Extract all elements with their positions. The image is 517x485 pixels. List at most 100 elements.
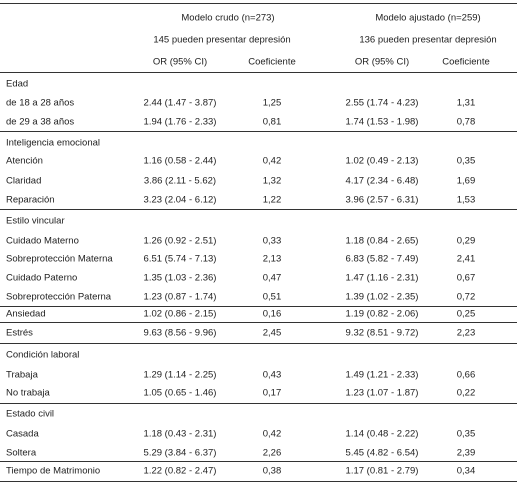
cell: 6.83 (5.82 - 7.49): [345, 253, 419, 265]
cell: 0,51: [262, 291, 282, 303]
cell: 1.14 (0.48 - 2.22): [345, 428, 419, 440]
cell: 2,41: [456, 253, 476, 265]
cell: 1.29 (1.14 - 2.25): [143, 369, 217, 381]
cell: 5.29 (3.84 - 6.37): [143, 447, 217, 459]
row-label: Cuidado Paterno: [6, 272, 78, 284]
cell: 0,29: [456, 235, 476, 247]
cell: 3.96 (2.57 - 6.31): [345, 194, 419, 206]
rule: [0, 131, 517, 132]
header-text: Modelo crudo (n=273): [181, 12, 275, 24]
cell: 2,45: [262, 327, 282, 339]
cell: 1.49 (1.21 - 2.33): [345, 369, 419, 381]
rule: [0, 322, 517, 323]
cell: 0,47: [262, 272, 282, 284]
cell: 1.18 (0.84 - 2.65): [345, 235, 419, 247]
cell: 1.18 (0.43 - 2.31): [143, 428, 217, 440]
cell: 1.17 (0.81 - 2.79): [345, 465, 419, 477]
column-header: OR (95% CI): [354, 56, 410, 68]
cell: 0,78: [456, 116, 476, 128]
row-label: Soltera: [6, 447, 37, 459]
cell: 0,17: [262, 387, 282, 399]
cell: 1.19 (0.82 - 2.06): [345, 308, 419, 320]
rule: [0, 306, 517, 307]
cell: 1.94 (1.76 - 2.33): [143, 116, 217, 128]
cell: 1,25: [262, 97, 282, 109]
column-header: Coeficiente: [442, 56, 490, 68]
cell: 2,39: [456, 447, 476, 459]
cell: 1,22: [262, 194, 282, 206]
rule: [0, 481, 517, 482]
cell: 1.02 (0.86 - 2.15): [143, 308, 217, 320]
row-label: No trabaja: [6, 387, 50, 399]
cell: 2,23: [456, 327, 476, 339]
cell: 0,81: [262, 116, 282, 128]
cell: 0,72: [456, 291, 476, 303]
header-text: Modelo ajustado (n=259): [375, 12, 481, 24]
column-header: Coeficiente: [248, 56, 296, 68]
row-label: Reparación: [6, 194, 55, 206]
cell: 1,53: [456, 194, 476, 206]
cell: 0,34: [456, 465, 476, 477]
cell: 3.23 (2.04 - 6.12): [143, 194, 217, 206]
cell: 1,32: [262, 175, 282, 187]
cell: 0,25: [456, 308, 476, 320]
cell: 6.51 (5.74 - 7.13): [143, 253, 217, 265]
cell: 0,16: [262, 308, 282, 320]
cell: 0,42: [262, 428, 282, 440]
row-label: Casada: [6, 428, 39, 440]
cell: 1.23 (0.87 - 1.74): [143, 291, 217, 303]
row-label: Ansiedad: [6, 308, 46, 320]
cell: 0,22: [456, 387, 476, 399]
cell: 0,66: [456, 369, 476, 381]
row-label: Trabaja: [6, 369, 38, 381]
cell: 9.63 (8.56 - 9.96): [143, 327, 217, 339]
cell: 1.74 (1.53 - 1.98): [345, 116, 419, 128]
cell: 0,38: [262, 465, 282, 477]
row-label: Cuidado Materno: [6, 235, 79, 247]
row-label: Atención: [6, 155, 43, 167]
cell: 0,35: [456, 428, 476, 440]
cell: 1.39 (1.02 - 2.35): [345, 291, 419, 303]
section-title: Condición laboral: [6, 349, 80, 361]
cell: 2,13: [262, 253, 282, 265]
cell: 9.32 (8.51 - 9.72): [345, 327, 419, 339]
section-title: Edad: [6, 78, 29, 90]
row-label: Claridad: [6, 175, 42, 187]
row-label: Sobreprotección Paterna: [6, 291, 112, 303]
row-label: Tiempo de Matrimonio: [6, 465, 101, 477]
section-title: Inteligencia emocional: [6, 137, 101, 149]
row-label: de 29 a 38 años: [6, 116, 75, 128]
cell: 1.47 (1.16 - 2.31): [345, 272, 419, 284]
cell: 0,35: [456, 155, 476, 167]
row-label: de 18 a 28 años: [6, 97, 75, 109]
header-text: 136 pueden presentar depresión: [359, 34, 497, 46]
cell: 2,26: [262, 447, 282, 459]
row-label: Estrés: [6, 327, 33, 339]
cell: 2.44 (1.47 - 3.87): [143, 97, 217, 109]
section-title: Estado civil: [6, 408, 55, 420]
rule: [0, 209, 517, 210]
cell: 3.86 (2.11 - 5.62): [143, 175, 217, 187]
cell: 1.02 (0.49 - 2.13): [345, 155, 419, 167]
cell: 0,67: [456, 272, 476, 284]
cell: 1.22 (0.82 - 2.47): [143, 465, 217, 477]
cell: 4.17 (2.34 - 6.48): [345, 175, 419, 187]
cell: 1.23 (1.07 - 1.87): [345, 387, 419, 399]
row-label: Sobreprotección Materna: [6, 253, 113, 265]
cell: 1,69: [456, 175, 476, 187]
column-header: OR (95% CI): [152, 56, 208, 68]
rule: [0, 403, 517, 404]
section-title: Estilo vincular: [6, 215, 65, 227]
rule: [0, 3, 517, 4]
cell: 5.45 (4.82 - 6.54): [345, 447, 419, 459]
cell: 0,33: [262, 235, 282, 247]
cell: 1.16 (0.58 - 2.44): [143, 155, 217, 167]
rule: [0, 461, 517, 462]
cell: 2.55 (1.74 - 4.23): [345, 97, 419, 109]
rule: [0, 343, 517, 344]
rule: [0, 72, 517, 73]
cell: 0,43: [262, 369, 282, 381]
cell: 1.35 (1.03 - 2.36): [143, 272, 217, 284]
header-text: 145 pueden presentar depresión: [153, 34, 291, 46]
